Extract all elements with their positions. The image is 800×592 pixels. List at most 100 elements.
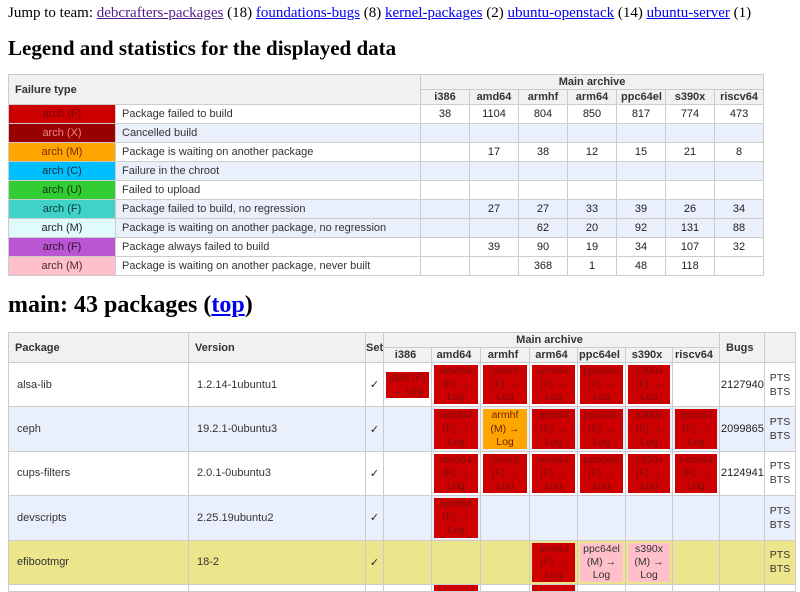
build-log-cell[interactable]: ppc64el (F) → Log xyxy=(577,450,626,497)
stat-cell: 8 xyxy=(713,142,765,162)
build-log-link[interactable]: amd64 (F) → Log xyxy=(434,409,478,449)
stat-cell xyxy=(616,123,666,143)
build-log-link[interactable]: ppc64el (F) → Log xyxy=(580,409,623,449)
legend-heading: Legend and statistics for the displayed … xyxy=(8,36,397,60)
pts-link[interactable]: PTS xyxy=(769,415,791,428)
failure-description: Failure in the chroot xyxy=(115,161,421,181)
build-log-cell[interactable]: arm64 (F) → Log xyxy=(529,539,578,585)
build-log-link[interactable]: s390x (F) → Log xyxy=(628,365,670,405)
legend-row: arch (F) Package failed to build, no reg… xyxy=(8,199,765,219)
failure-badge: arch (F) xyxy=(8,237,116,257)
build-log-link[interactable]: amd64 (F) → Log xyxy=(434,498,478,538)
build-log-cell[interactable]: riscv64 (F) → Log xyxy=(672,406,720,452)
stat-cell: 774 xyxy=(665,104,715,124)
build-log-link[interactable]: riscv64 (F) → Log xyxy=(675,409,717,449)
build-log-cell[interactable]: arm64 (F) → Log xyxy=(529,361,578,408)
package-row-efibootmgr: efibootmgr 18-2 ✓ arm64 (F) → Log ppc64e… xyxy=(8,539,796,585)
build-log-cell[interactable]: armhf (F) → Log xyxy=(480,450,530,497)
bts-link[interactable]: BTS xyxy=(769,430,791,443)
pts-link[interactable]: PTS xyxy=(769,549,791,562)
stat-cell: 34 xyxy=(616,237,666,257)
empty-arch-cell xyxy=(431,539,481,585)
failure-description: Failed to upload xyxy=(115,180,421,200)
build-log-cell[interactable] xyxy=(431,583,481,592)
col-header-i386: i386 xyxy=(420,89,470,105)
team-count: (18) xyxy=(227,5,253,21)
set-check: ✓ xyxy=(365,539,384,585)
build-log-cell[interactable] xyxy=(529,583,578,592)
build-log-cell[interactable]: ppc64el (F) → Log xyxy=(577,406,626,452)
build-log-cell[interactable]: amd64 (F) → Log xyxy=(431,406,481,452)
build-log-cell[interactable]: arm64 (F) → Log xyxy=(529,450,578,497)
top-link[interactable]: top xyxy=(211,292,245,318)
build-log-link[interactable]: amd64 (F) → Log xyxy=(434,365,478,405)
build-log-link[interactable]: arm64 (F) → Log xyxy=(532,453,575,494)
bts-link[interactable]: BTS xyxy=(769,518,791,531)
bug-number[interactable]: 2127940 xyxy=(719,361,765,408)
build-log-link[interactable]: ppc64el (F) → Log xyxy=(580,365,623,405)
build-log-link[interactable]: armhf (M) → Log xyxy=(483,409,527,449)
build-log-link[interactable]: armhf (F) → Log xyxy=(483,365,527,405)
empty-arch-cell xyxy=(383,450,432,497)
build-log-link[interactable]: riscv64 (F) → Log xyxy=(675,453,717,494)
failure-type-header: Failure type xyxy=(8,74,421,105)
stat-cell: 12 xyxy=(567,142,617,162)
team-link-foundations-bugs[interactable]: foundations-bugs xyxy=(255,5,361,21)
build-log-cell[interactable]: riscv64 (F) → Log xyxy=(672,450,720,497)
col-header-amd64: amd64 xyxy=(469,89,519,105)
col-header-package: Package xyxy=(8,332,189,363)
stat-cell xyxy=(420,199,470,219)
build-log-link[interactable]: i386 (F) → Log xyxy=(386,371,429,398)
build-log-cell[interactable]: amd64 (F) → Log xyxy=(431,495,481,541)
build-log-cell[interactable]: ppc64el (F) → Log xyxy=(577,361,626,408)
build-log-cell[interactable]: arm64 (F) → Log xyxy=(529,406,578,452)
pts-link[interactable]: PTS xyxy=(769,504,791,517)
external-links-cell: PTS BTS xyxy=(764,450,796,497)
build-log-cell[interactable]: s390x (F) → Log xyxy=(625,361,673,408)
legend-row: arch (F) Package always failed to build … xyxy=(8,237,765,257)
bts-link[interactable]: BTS xyxy=(769,385,791,398)
bug-number[interactable]: 2099865 xyxy=(719,406,765,452)
build-log-link[interactable]: s390x (M) → Log xyxy=(628,542,670,582)
failure-description: Package is waiting on another package, n… xyxy=(115,256,421,276)
build-log-cell[interactable]: armhf (M) → Log xyxy=(480,406,530,452)
team-link-ubuntu-openstack[interactable]: ubuntu-openstack xyxy=(507,5,615,21)
stat-cell: 19 xyxy=(567,237,617,257)
stat-cell xyxy=(665,180,715,200)
bts-link[interactable]: BTS xyxy=(769,563,791,576)
stat-cell xyxy=(616,161,666,181)
build-log-link[interactable]: s390x (F) → Log xyxy=(628,453,670,494)
build-log-cell[interactable]: s390x (M) → Log xyxy=(625,539,673,585)
build-log-link[interactable]: arm64 (F) → Log xyxy=(532,542,575,582)
build-log-link[interactable]: arm64 (F) → Log xyxy=(532,409,575,449)
empty-arch-cell xyxy=(672,539,720,585)
build-log-link[interactable]: amd64 (F) → Log xyxy=(434,453,478,494)
pts-link[interactable]: PTS xyxy=(769,460,791,473)
build-log-link[interactable]: arm64 (F) → Log xyxy=(532,365,575,405)
empty-arch-cell xyxy=(383,583,432,592)
build-log-cell[interactable]: ppc64el (M) → Log xyxy=(577,539,626,585)
stat-cell: 27 xyxy=(469,199,519,219)
pts-link[interactable]: PTS xyxy=(769,371,791,384)
external-links-cell: PTS BTS xyxy=(764,361,796,408)
bts-link[interactable]: BTS xyxy=(769,474,791,487)
legend-row: arch (M) Package is waiting on another p… xyxy=(8,218,765,238)
build-log-link[interactable]: ppc64el (F) → Log xyxy=(580,453,623,494)
build-log-link[interactable]: ppc64el (M) → Log xyxy=(580,542,623,582)
team-link-kernel-packages[interactable]: kernel-packages xyxy=(385,5,483,21)
package-row-cups-filters: cups-filters 2.0.1-0ubuntu3 ✓ amd64 (F) … xyxy=(8,450,796,497)
build-log-cell[interactable]: amd64 (F) → Log xyxy=(431,361,481,408)
build-log-cell[interactable]: s390x (F) → Log xyxy=(625,406,673,452)
legend-row: arch (U) Failed to upload xyxy=(8,180,765,200)
team-link-ubuntu-server[interactable]: ubuntu-server xyxy=(646,5,730,21)
stat-cell: 107 xyxy=(665,237,715,257)
build-log-cell[interactable]: amd64 (F) → Log xyxy=(431,450,481,497)
bug-number[interactable]: 2124941 xyxy=(719,450,765,497)
build-log-cell[interactable]: armhf (F) → Log xyxy=(480,361,530,408)
team-link-debcrafters-packages[interactable]: debcrafters-packages xyxy=(96,5,224,21)
build-log-cell[interactable]: i386 (F) → Log xyxy=(383,361,432,408)
build-log-link[interactable]: armhf (F) → Log xyxy=(483,453,527,494)
set-check: ✓ xyxy=(365,450,384,497)
build-log-cell[interactable]: s390x (F) → Log xyxy=(625,450,673,497)
build-log-link[interactable]: s390x (F) → Log xyxy=(628,409,670,449)
